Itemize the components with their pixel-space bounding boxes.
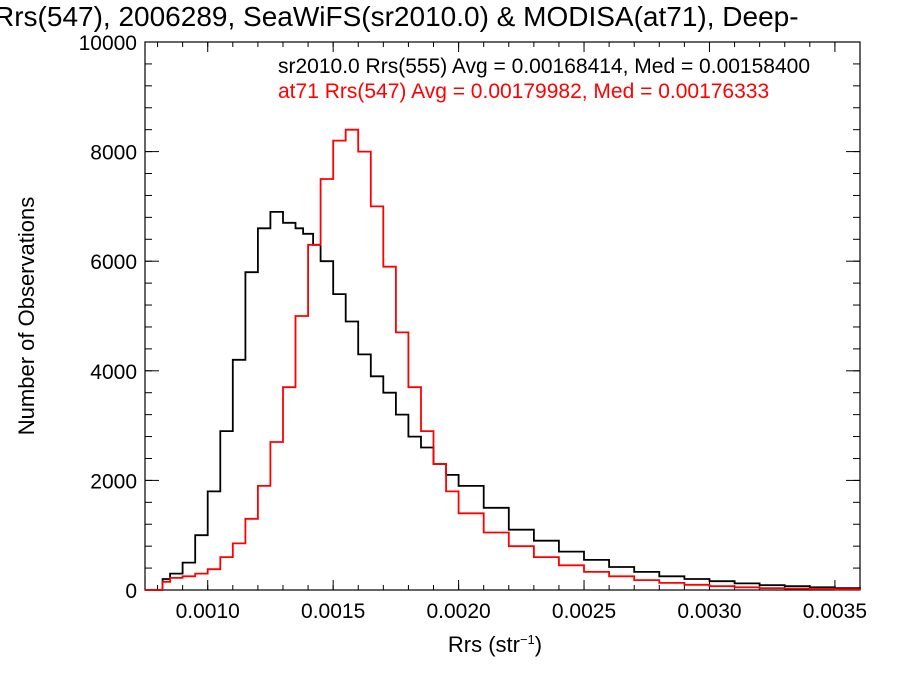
x-axis-label-close: ) (535, 632, 542, 657)
y-tick-label: 0 (125, 580, 137, 603)
series-layer (145, 128, 861, 591)
y-tick-label: 8000 (90, 142, 137, 165)
axis-ticks: 0.0010 0.0015 0.0020 0.0025 0.0030 0.0035 0 200… (79, 32, 867, 623)
series-line-at71 (145, 128, 861, 591)
y-tick-label: 10000 (79, 32, 137, 55)
y-axis-label: Number of Observations (14, 197, 39, 435)
x-tick-label: 0.0010 (176, 600, 240, 623)
x-tick-label: 0.0020 (426, 600, 490, 623)
series-line-sr2010 (145, 211, 861, 591)
x-axis-label-superscript: −1 (520, 632, 535, 647)
plot-frame (144, 41, 861, 591)
x-axis-label: Rrs (str−1) (448, 632, 542, 657)
x-tick-label: 0.0030 (677, 600, 741, 623)
x-tick-label: 0.0025 (552, 600, 616, 623)
x-tick-label: 0.0015 (301, 600, 365, 623)
legend-entry: sr2010.0 Rrs(555) Avg = 0.00168414, Med … (278, 55, 810, 78)
chart-title: Rrs(547), 2006289, SeaWiFS(sr2010.0) & M… (0, 1, 799, 32)
x-axis-label-text: Rrs (str (448, 632, 520, 657)
y-tick-label: 6000 (90, 251, 137, 274)
x-tick-label: 0.0035 (803, 600, 867, 623)
y-tick-label: 4000 (90, 361, 137, 384)
y-tick-label: 2000 (90, 470, 137, 493)
legend: sr2010.0 Rrs(555) Avg = 0.00168414, Med … (278, 55, 810, 103)
legend-entry: at71 Rrs(547) Avg = 0.00179982, Med = 0.… (278, 80, 769, 103)
